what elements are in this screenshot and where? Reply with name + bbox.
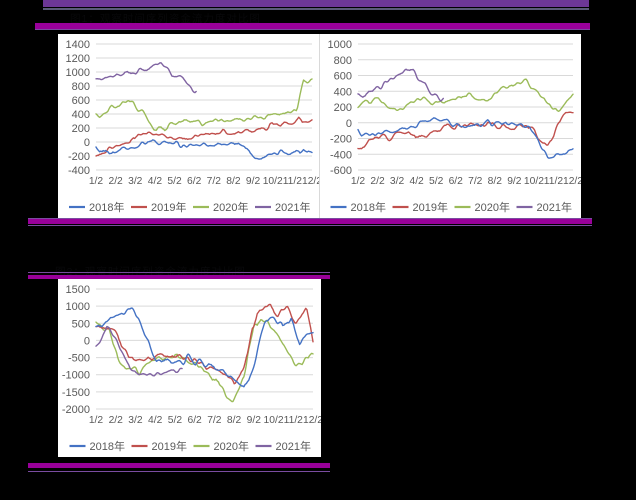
svg-text:12/2: 12/2 — [303, 415, 321, 426]
svg-text:-400: -400 — [330, 149, 352, 161]
svg-text:2020年: 2020年 — [213, 200, 248, 214]
svg-text:1/2: 1/2 — [351, 176, 366, 187]
svg-text:6/2: 6/2 — [187, 415, 202, 426]
svg-text:200: 200 — [72, 123, 90, 135]
svg-text:9/2: 9/2 — [247, 415, 262, 426]
svg-text:0: 0 — [84, 137, 90, 149]
svg-text:10/2: 10/2 — [524, 176, 544, 187]
svg-text:500: 500 — [72, 318, 90, 330]
svg-text:3/2: 3/2 — [128, 415, 143, 426]
svg-text:2020年: 2020年 — [475, 200, 510, 214]
svg-text:2021年: 2021年 — [276, 439, 311, 453]
svg-text:800: 800 — [72, 81, 90, 93]
svg-text:800: 800 — [334, 55, 352, 67]
svg-text:-600: -600 — [330, 165, 352, 177]
svg-text:600: 600 — [334, 71, 352, 83]
svg-text:-2000: -2000 — [62, 404, 90, 416]
svg-text:-1000: -1000 — [62, 370, 90, 382]
svg-text:1/2: 1/2 — [89, 415, 104, 426]
svg-text:11/2: 11/2 — [284, 415, 304, 426]
svg-text:2019年: 2019年 — [413, 200, 448, 214]
svg-text:1500: 1500 — [66, 284, 90, 296]
svg-text:-400: -400 — [68, 165, 90, 177]
svg-text:4/2: 4/2 — [148, 176, 163, 187]
svg-text:7/2: 7/2 — [468, 176, 483, 187]
svg-text:0: 0 — [84, 335, 90, 347]
svg-text:9/2: 9/2 — [246, 176, 261, 187]
svg-text:10/2: 10/2 — [263, 176, 283, 187]
svg-text:1000: 1000 — [66, 67, 90, 79]
svg-text:6/2: 6/2 — [449, 176, 464, 187]
svg-text:1000: 1000 — [328, 39, 352, 51]
svg-text:8/2: 8/2 — [488, 176, 503, 187]
svg-text:400: 400 — [72, 109, 90, 121]
svg-text:9/2: 9/2 — [507, 176, 522, 187]
svg-text:1200: 1200 — [66, 53, 90, 65]
svg-text:-200: -200 — [330, 134, 352, 146]
svg-text:11/2: 11/2 — [283, 176, 303, 187]
svg-text:4/2: 4/2 — [148, 415, 163, 426]
svg-text:2021年: 2021年 — [275, 200, 310, 214]
svg-text:200: 200 — [334, 102, 352, 114]
svg-text:10/2: 10/2 — [264, 415, 284, 426]
svg-text:400: 400 — [334, 86, 352, 98]
svg-text:3/2: 3/2 — [390, 176, 405, 187]
svg-text:12/2: 12/2 — [563, 176, 581, 187]
svg-text:3/2: 3/2 — [128, 176, 143, 187]
svg-text:7/2: 7/2 — [207, 176, 222, 187]
svg-text:8/2: 8/2 — [227, 415, 242, 426]
svg-text:600: 600 — [72, 95, 90, 107]
svg-text:2/2: 2/2 — [109, 415, 124, 426]
svg-text:1000: 1000 — [66, 301, 90, 313]
svg-text:2019年: 2019年 — [152, 439, 187, 453]
svg-text:7/2: 7/2 — [207, 415, 222, 426]
svg-text:5/2: 5/2 — [429, 176, 444, 187]
svg-text:8/2: 8/2 — [226, 176, 241, 187]
svg-text:2018年: 2018年 — [351, 200, 386, 214]
svg-text:4/2: 4/2 — [409, 176, 424, 187]
svg-text:2018年: 2018年 — [89, 200, 124, 214]
svg-text:0: 0 — [346, 118, 352, 130]
svg-text:2020年: 2020年 — [214, 439, 249, 453]
svg-text:5/2: 5/2 — [168, 415, 183, 426]
svg-text:-500: -500 — [68, 353, 90, 365]
svg-text:1/2: 1/2 — [89, 176, 104, 187]
svg-text:2/2: 2/2 — [370, 176, 385, 187]
svg-text:-200: -200 — [68, 151, 90, 163]
svg-text:12/2: 12/2 — [302, 176, 320, 187]
svg-text:2018年: 2018年 — [90, 439, 125, 453]
svg-text:5/2: 5/2 — [167, 176, 182, 187]
svg-text:-1500: -1500 — [62, 387, 90, 399]
svg-text:6/2: 6/2 — [187, 176, 202, 187]
svg-text:2019年: 2019年 — [151, 200, 186, 214]
svg-text:1400: 1400 — [66, 39, 90, 51]
svg-text:2021年: 2021年 — [537, 200, 572, 214]
svg-text:11/2: 11/2 — [544, 176, 564, 187]
svg-text:2/2: 2/2 — [108, 176, 123, 187]
